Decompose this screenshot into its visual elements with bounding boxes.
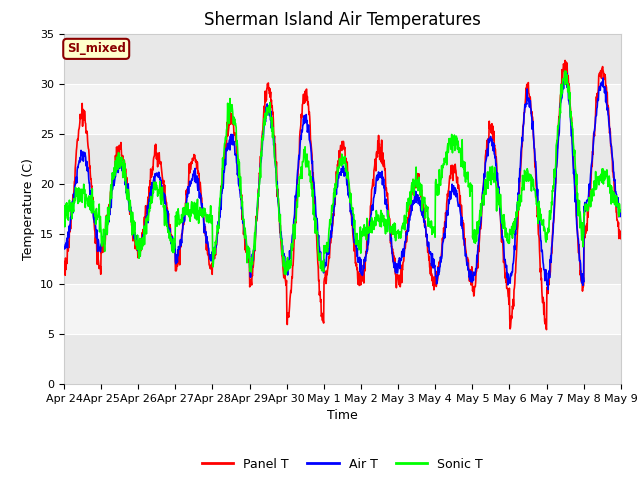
Sonic T xyxy=(561,68,568,74)
Air T xyxy=(246,267,254,273)
Panel T xyxy=(184,188,191,194)
Bar xyxy=(64,34,621,84)
Sonic T xyxy=(502,225,509,231)
Panel T xyxy=(617,236,625,241)
Text: SI_mixed: SI_mixed xyxy=(67,42,125,55)
Sonic T xyxy=(282,272,289,277)
Air T xyxy=(184,184,191,190)
Bar xyxy=(64,134,621,184)
Panel T xyxy=(60,264,68,270)
Panel T xyxy=(429,275,436,280)
X-axis label: Time: Time xyxy=(327,409,358,422)
Air T xyxy=(502,261,509,266)
Sonic T xyxy=(429,224,437,230)
Sonic T xyxy=(246,260,254,266)
Panel T xyxy=(170,245,178,251)
Air T xyxy=(544,287,552,292)
Panel T xyxy=(561,58,569,63)
Bar xyxy=(64,84,621,134)
Air T xyxy=(60,246,68,252)
Line: Panel T: Panel T xyxy=(64,60,621,330)
Panel T xyxy=(543,327,550,333)
Bar xyxy=(64,284,621,334)
Line: Air T: Air T xyxy=(64,73,621,289)
Sonic T xyxy=(617,208,625,214)
Y-axis label: Temperature (C): Temperature (C) xyxy=(22,158,35,260)
Bar xyxy=(64,184,621,234)
Title: Sherman Island Air Temperatures: Sherman Island Air Temperatures xyxy=(204,11,481,29)
Panel T xyxy=(551,192,559,198)
Sonic T xyxy=(170,245,178,251)
Air T xyxy=(551,192,559,198)
Air T xyxy=(563,70,570,76)
Legend: Panel T, Air T, Sonic T: Panel T, Air T, Sonic T xyxy=(196,453,488,476)
Sonic T xyxy=(184,200,191,206)
Air T xyxy=(170,244,178,250)
Sonic T xyxy=(551,168,559,173)
Bar xyxy=(64,234,621,284)
Air T xyxy=(617,208,625,214)
Line: Sonic T: Sonic T xyxy=(64,71,621,275)
Air T xyxy=(429,262,436,268)
Sonic T xyxy=(60,212,68,217)
Panel T xyxy=(246,278,254,284)
Bar xyxy=(64,334,621,384)
Panel T xyxy=(502,271,509,276)
